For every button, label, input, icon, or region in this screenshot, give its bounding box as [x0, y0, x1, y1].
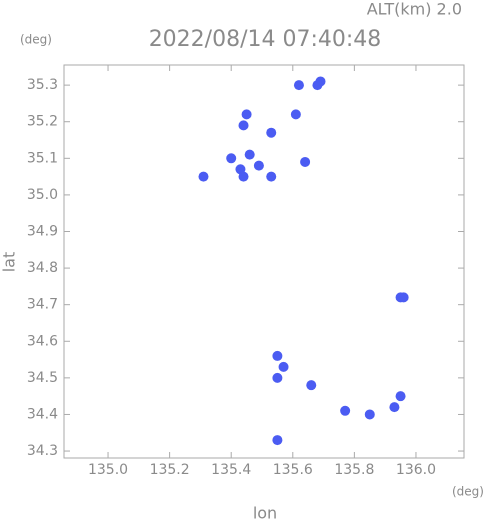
x-tick-label: 135.2	[150, 462, 190, 478]
echo	[244, 149, 255, 160]
echo	[198, 171, 209, 182]
y-tick-label: 35.1	[27, 150, 58, 166]
echo	[312, 80, 323, 91]
x-unit: (deg)	[452, 485, 484, 499]
echo	[389, 402, 400, 413]
echo	[306, 380, 317, 391]
echo	[395, 391, 406, 402]
echo	[238, 171, 249, 182]
x-tick-label: 135.8	[334, 462, 374, 478]
echo	[290, 109, 301, 120]
x-tick-label: 135.0	[88, 462, 128, 478]
y-tick-label: 34.6	[27, 333, 58, 349]
x-axis-label: lon	[253, 504, 277, 521]
echo	[272, 350, 283, 361]
echo	[293, 80, 304, 91]
echo	[398, 292, 409, 303]
echo	[340, 405, 351, 416]
echo	[300, 156, 311, 167]
echo	[278, 361, 289, 372]
echo	[253, 160, 264, 171]
y-axis-label: lat	[0, 252, 19, 273]
y-tick-label: 34.3	[27, 443, 58, 459]
echo	[226, 153, 237, 164]
y-tick-label: 34.8	[27, 260, 58, 276]
plot-frame	[63, 64, 465, 459]
echo	[241, 109, 252, 120]
y-tick-label: 35.2	[27, 114, 58, 130]
x-tick-label: 135.6	[273, 462, 313, 478]
echo	[266, 171, 277, 182]
x-tick-label: 135.4	[211, 462, 251, 478]
echo	[238, 120, 249, 131]
y-tick-label: 34.4	[27, 406, 58, 422]
echo	[272, 372, 283, 383]
y-tick-label: 35.3	[27, 77, 58, 93]
echo	[266, 127, 277, 138]
altitude-label: ALT(km) 2.0	[367, 0, 462, 19]
echo	[364, 409, 375, 420]
y-tick-label: 35.0	[27, 187, 58, 203]
y-tick-label: 34.9	[27, 223, 58, 239]
echo	[272, 435, 283, 446]
chart-title: 2022/08/14 07:40:48	[149, 27, 382, 52]
y-unit: (deg)	[20, 33, 52, 47]
x-tick-label: 136.0	[396, 462, 436, 478]
y-tick-label: 34.5	[27, 370, 58, 386]
y-tick-label: 34.7	[27, 297, 58, 313]
